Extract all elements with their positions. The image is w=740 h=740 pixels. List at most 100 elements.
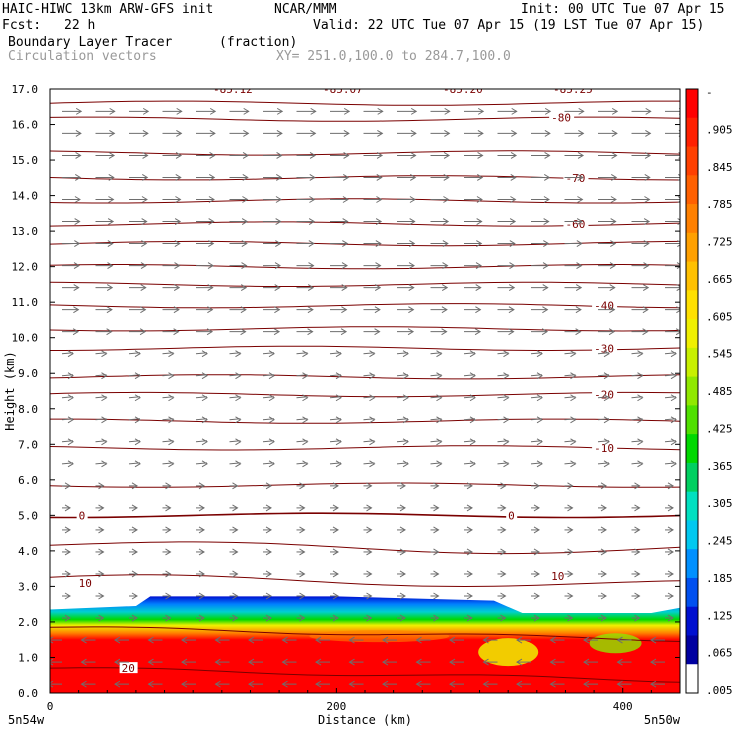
vector-arrow-head xyxy=(366,592,373,600)
temperature-contour xyxy=(50,116,680,122)
vector-arrow-head xyxy=(265,548,272,556)
vector-arrow-head xyxy=(366,504,373,512)
vector-arrow-head xyxy=(433,570,440,578)
vector-arrow-head xyxy=(410,152,417,159)
contour-label-bg xyxy=(119,662,138,674)
vector-arrow-head xyxy=(232,592,239,600)
vector-arrow-head xyxy=(643,240,650,247)
vector-arrow-head xyxy=(106,306,113,314)
vector-arrow-head xyxy=(101,460,108,468)
vector-arrow-head xyxy=(106,328,113,336)
vector-arrow-head xyxy=(476,240,483,247)
vector-arrow-head xyxy=(600,548,607,556)
vector-arrow-head xyxy=(174,240,181,247)
vector-arrow-head xyxy=(374,328,381,336)
x-axis-label: Distance (km) xyxy=(318,713,412,727)
contour-label: -30 xyxy=(594,342,614,355)
vector-arrow-head xyxy=(299,526,306,534)
contour-label: -60 xyxy=(565,218,585,231)
vector-arrow-head xyxy=(332,482,339,490)
forecast-label: Fcst: xyxy=(2,18,42,33)
vector-arrow-head xyxy=(536,394,543,402)
vector-arrow-head xyxy=(335,372,342,380)
temperature-contour xyxy=(50,281,680,287)
vector-arrow-head xyxy=(570,438,577,446)
temperature-contour xyxy=(50,198,680,204)
vector-arrow-head xyxy=(106,284,114,292)
vector-arrow-head xyxy=(340,328,348,336)
vector-arrow-head xyxy=(168,416,175,424)
vector-arrow-head xyxy=(332,570,339,578)
vector-arrow-head xyxy=(634,504,641,512)
y-tick-label: 7.0 xyxy=(18,438,38,451)
vector-arrow-head xyxy=(165,526,172,534)
vector-arrow-head xyxy=(307,306,314,314)
vector-arrow-head xyxy=(667,614,674,622)
vector-arrow-head xyxy=(642,328,649,336)
vector-arrow-head xyxy=(544,152,551,159)
vector-arrow-head xyxy=(374,306,381,314)
vector-arrow-head xyxy=(382,680,389,688)
vector-arrow-head xyxy=(516,680,523,688)
vector-arrow-head xyxy=(101,438,108,446)
vector-arrow-head xyxy=(98,570,105,578)
colorbar-swatch xyxy=(686,491,698,521)
vector-arrow-head xyxy=(208,196,215,203)
vector-arrow-head xyxy=(268,438,275,446)
vector-arrow-head xyxy=(600,592,607,600)
vector-arrow-head xyxy=(482,658,489,666)
vector-arrow-head xyxy=(469,438,476,446)
vector-arrow-head xyxy=(207,284,214,292)
vector-arrow-head xyxy=(567,614,574,622)
vector-arrow-head xyxy=(667,570,674,578)
vector-arrow-head xyxy=(475,284,482,292)
vector-arrow-head xyxy=(207,306,214,314)
vector-arrow-head xyxy=(500,526,507,534)
colorbar-label: .425 xyxy=(706,422,733,435)
vector-arrow-head xyxy=(131,614,138,622)
vector-arrow-head xyxy=(175,152,183,159)
vector-arrow-head xyxy=(67,460,74,468)
vector-arrow-head xyxy=(469,394,476,402)
vector-arrow-head xyxy=(198,548,205,556)
model-title: HAIC-HIWC 13km ARW-GFS init xyxy=(2,2,214,17)
vector-arrow-head xyxy=(642,306,649,314)
vector-arrow-head xyxy=(536,350,543,358)
vector-arrow-head xyxy=(670,394,677,402)
colorbar-label: .305 xyxy=(706,497,733,510)
colorbar-swatch xyxy=(686,204,698,234)
vector-arrow-head xyxy=(274,284,281,292)
vector-arrow-head xyxy=(436,460,443,468)
vector-arrow-head xyxy=(475,306,482,314)
vector-arrow-head xyxy=(98,592,105,600)
vector-arrow-head xyxy=(67,438,74,446)
vector-arrow-head xyxy=(603,438,610,446)
vector-arrow-head xyxy=(268,372,275,380)
contour-label-bg xyxy=(592,388,618,400)
vector-arrow-head xyxy=(476,174,484,181)
vector-arrow-head xyxy=(643,218,651,225)
contour-label-bg xyxy=(76,576,95,588)
vector-arrow-head xyxy=(583,680,590,688)
org-label: NCAR/MMM xyxy=(274,2,337,17)
colorbar-swatch xyxy=(686,232,698,263)
vector-arrow-head xyxy=(168,460,175,468)
vector-arrow-head xyxy=(436,416,443,424)
vector-arrow-head xyxy=(173,284,181,292)
vector-arrow-head xyxy=(142,129,149,137)
field-name: Boundary Layer Tracer xyxy=(8,35,173,50)
vector-arrow-head xyxy=(114,658,121,666)
vector-arrow-head xyxy=(500,504,507,512)
vector-arrow-head xyxy=(198,504,205,512)
vector-arrow-head xyxy=(310,129,317,137)
vector-arrow-head xyxy=(500,570,507,578)
vector-arrow-head xyxy=(302,350,309,358)
colorbar-swatch xyxy=(686,146,698,176)
vector-arrow-head xyxy=(232,614,239,622)
vector-arrow-head xyxy=(533,526,540,534)
y-axis-label: Height (km) xyxy=(3,351,17,430)
vector-arrow-head xyxy=(235,372,242,380)
contour-label: 0 xyxy=(79,509,86,522)
vector-arrow-head xyxy=(108,196,115,203)
